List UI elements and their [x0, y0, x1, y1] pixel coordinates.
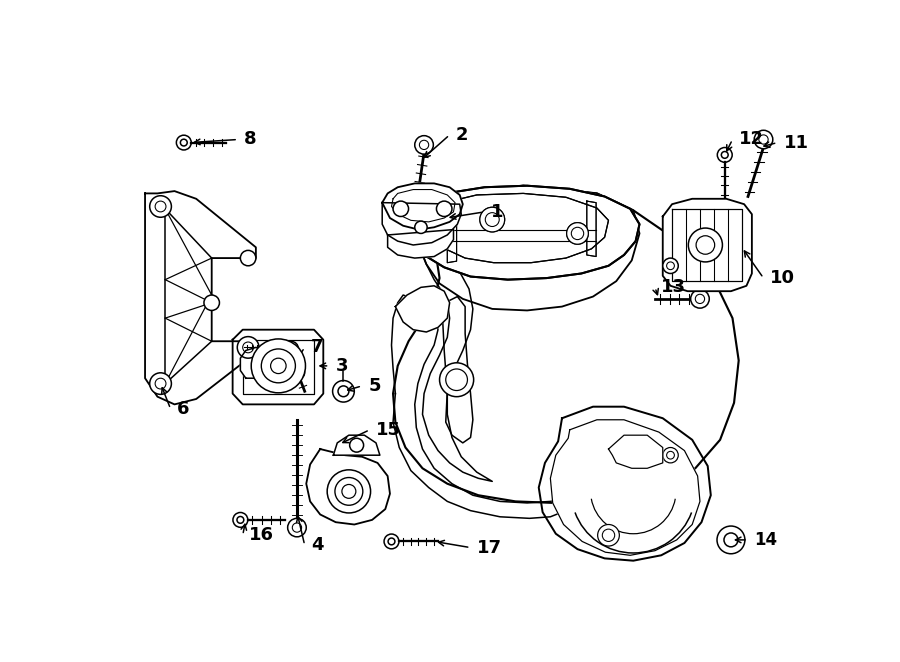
Polygon shape — [413, 186, 640, 279]
Circle shape — [759, 135, 769, 144]
Polygon shape — [388, 230, 454, 258]
Text: 14: 14 — [754, 531, 778, 549]
Text: 16: 16 — [249, 526, 274, 544]
Circle shape — [384, 534, 399, 549]
Circle shape — [149, 196, 171, 217]
Polygon shape — [306, 449, 390, 524]
Text: 13: 13 — [662, 278, 686, 297]
Polygon shape — [608, 435, 662, 468]
Circle shape — [180, 139, 187, 146]
Text: 5: 5 — [368, 377, 381, 395]
Circle shape — [485, 213, 500, 226]
Circle shape — [696, 295, 705, 303]
Circle shape — [667, 451, 674, 459]
Text: 6: 6 — [176, 400, 189, 418]
Circle shape — [283, 341, 299, 357]
Circle shape — [342, 485, 356, 498]
Circle shape — [598, 524, 619, 546]
Polygon shape — [415, 186, 640, 310]
Text: 4: 4 — [310, 536, 323, 554]
Circle shape — [176, 135, 191, 150]
Circle shape — [724, 533, 738, 547]
Circle shape — [436, 201, 452, 216]
Circle shape — [721, 152, 728, 158]
Polygon shape — [240, 348, 272, 378]
Circle shape — [237, 516, 244, 523]
Circle shape — [446, 369, 467, 391]
Circle shape — [662, 448, 679, 463]
Circle shape — [388, 538, 395, 545]
Circle shape — [688, 228, 723, 262]
Polygon shape — [333, 435, 380, 455]
Circle shape — [349, 438, 364, 452]
Circle shape — [415, 221, 428, 234]
Text: 11: 11 — [784, 134, 808, 152]
Circle shape — [338, 386, 349, 397]
Circle shape — [439, 363, 473, 397]
Circle shape — [271, 358, 286, 373]
Circle shape — [602, 529, 615, 542]
Circle shape — [149, 373, 171, 395]
Polygon shape — [413, 186, 640, 279]
Circle shape — [480, 207, 505, 232]
Text: 9: 9 — [293, 365, 306, 383]
Circle shape — [696, 236, 715, 254]
Circle shape — [155, 201, 166, 212]
Circle shape — [251, 339, 305, 393]
Text: 12: 12 — [739, 130, 764, 148]
Circle shape — [485, 213, 500, 226]
Circle shape — [333, 381, 355, 402]
Circle shape — [233, 512, 248, 527]
Circle shape — [480, 207, 505, 232]
Polygon shape — [382, 203, 461, 245]
Text: 8: 8 — [244, 130, 256, 148]
Text: 15: 15 — [376, 421, 401, 439]
Text: 1: 1 — [491, 203, 503, 221]
Text: 17: 17 — [477, 539, 502, 557]
Circle shape — [240, 250, 256, 265]
Text: 7: 7 — [310, 338, 323, 356]
Circle shape — [415, 136, 434, 154]
Circle shape — [204, 295, 220, 310]
Text: 10: 10 — [770, 269, 795, 287]
Circle shape — [393, 201, 409, 216]
Polygon shape — [539, 406, 711, 561]
Polygon shape — [662, 199, 752, 291]
Polygon shape — [393, 186, 739, 503]
Polygon shape — [232, 330, 323, 404]
Polygon shape — [382, 183, 463, 230]
Polygon shape — [442, 297, 472, 443]
Polygon shape — [392, 295, 562, 518]
Circle shape — [419, 140, 428, 150]
Circle shape — [155, 378, 166, 389]
Circle shape — [567, 222, 589, 244]
Polygon shape — [395, 286, 450, 332]
Circle shape — [754, 130, 773, 149]
Circle shape — [328, 470, 371, 513]
Circle shape — [238, 336, 259, 358]
Circle shape — [572, 227, 584, 240]
Text: 2: 2 — [455, 126, 468, 144]
Polygon shape — [145, 191, 256, 404]
Circle shape — [690, 290, 709, 308]
Polygon shape — [551, 420, 700, 555]
Circle shape — [287, 345, 294, 353]
Circle shape — [567, 222, 589, 244]
Circle shape — [288, 518, 306, 537]
Circle shape — [572, 227, 584, 240]
Circle shape — [335, 477, 363, 505]
Circle shape — [261, 349, 295, 383]
Circle shape — [717, 526, 745, 553]
Text: 3: 3 — [336, 357, 348, 375]
Circle shape — [292, 523, 302, 532]
Circle shape — [667, 262, 674, 269]
Circle shape — [662, 258, 679, 273]
Circle shape — [717, 148, 733, 162]
Polygon shape — [415, 227, 492, 481]
Circle shape — [243, 342, 254, 353]
